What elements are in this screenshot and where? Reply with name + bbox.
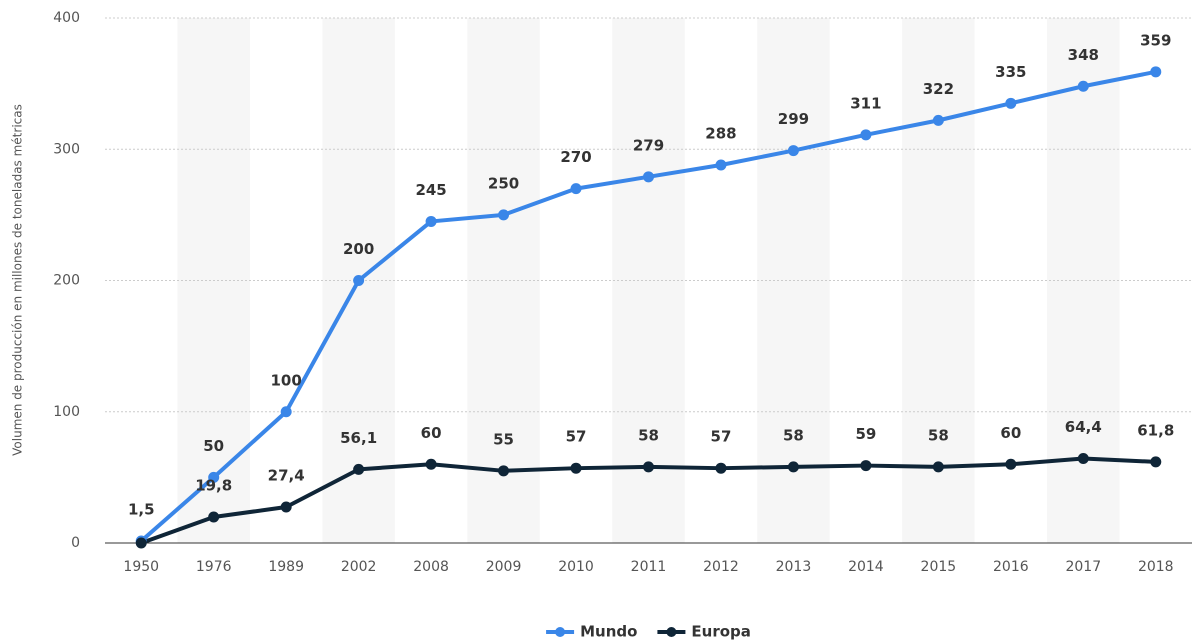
data-label: 19,8 [195,477,232,495]
band-shade [612,18,685,543]
data-point [787,145,799,157]
data-label: 50 [203,437,224,455]
data-point [860,460,872,472]
data-label: 1,5 [128,501,155,519]
x-tick-label: 2014 [848,559,884,575]
data-label: 100 [271,371,302,389]
x-tick-label: 1989 [268,559,304,575]
y-tick-label: 400 [53,10,80,26]
data-label: 279 [633,136,664,154]
data-label: 60 [421,424,442,442]
data-point [208,471,220,483]
data-point [643,461,654,473]
x-tick-label: 2015 [921,559,957,575]
data-label: 64,4 [1065,418,1102,436]
x-tick-label: 1950 [123,559,159,575]
data-point [643,171,654,183]
x-tick-label: 2017 [1065,559,1101,575]
legend-label: Mundo [580,623,637,641]
legend-label: Europa [691,623,751,641]
data-point [570,183,582,195]
data-point [570,462,582,474]
data-label: 27,4 [268,467,305,485]
data-point [715,159,727,171]
data-label: 359 [1140,31,1171,49]
data-label: 245 [415,181,446,199]
data-point [208,511,220,523]
data-point [1077,452,1089,464]
x-tick-label: 2012 [703,559,739,575]
x-tick-label: 2016 [993,559,1029,575]
data-point [353,463,365,475]
data-point [353,275,365,286]
legend-dot [666,627,677,637]
data-point [425,215,437,227]
data-point [932,461,944,473]
data-label: 61,8 [1137,421,1174,439]
data-label: 60 [1000,424,1021,442]
x-tick-label: 2009 [486,559,522,575]
data-label: 57 [711,428,732,446]
data-point [1077,80,1089,92]
data-label: 56,1 [340,429,377,447]
data-point [860,129,872,141]
data-label: 288 [705,125,736,143]
x-tick-label: 2011 [631,559,667,575]
data-point [280,406,292,418]
data-label: 200 [343,240,374,258]
y-tick-label: 200 [53,273,80,289]
data-label: 58 [638,426,659,444]
data-point [1150,456,1162,468]
data-label: 250 [488,174,519,192]
data-label: 270 [560,148,591,166]
data-label: 58 [783,426,804,444]
data-label: 311 [850,94,881,112]
y-tick-label: 0 [71,535,80,551]
data-point [932,114,944,126]
data-point [715,462,727,474]
x-tick-label: 2002 [341,559,377,575]
y-tick-label: 300 [53,141,80,157]
legend: Mundo Europa [546,623,751,641]
x-tick-label: 2018 [1138,559,1174,575]
data-point [425,458,437,470]
data-point [498,465,510,477]
data-point [135,537,147,549]
data-point [787,461,799,473]
data-label: 57 [566,428,587,446]
data-label: 348 [1068,46,1099,64]
data-point [1150,66,1162,78]
x-tick-label: 2008 [413,559,449,575]
data-label: 58 [928,426,949,444]
data-label: 322 [923,80,954,98]
x-tick-label: 1976 [196,559,232,575]
data-label: 59 [855,425,876,443]
data-point [280,501,292,513]
x-tick-label: 2010 [558,559,594,575]
legend-dot [555,627,566,637]
y-axis-label: Volumen de producción en millones de ton… [11,104,25,456]
x-tick-label: 2013 [776,559,812,575]
data-point [1005,458,1017,470]
data-label: 335 [995,63,1026,81]
data-label: 55 [493,430,514,448]
data-point [1005,97,1017,109]
data-point [498,209,510,221]
y-tick-label: 100 [53,404,80,420]
band-shade [467,18,540,543]
data-label: 299 [778,110,809,128]
